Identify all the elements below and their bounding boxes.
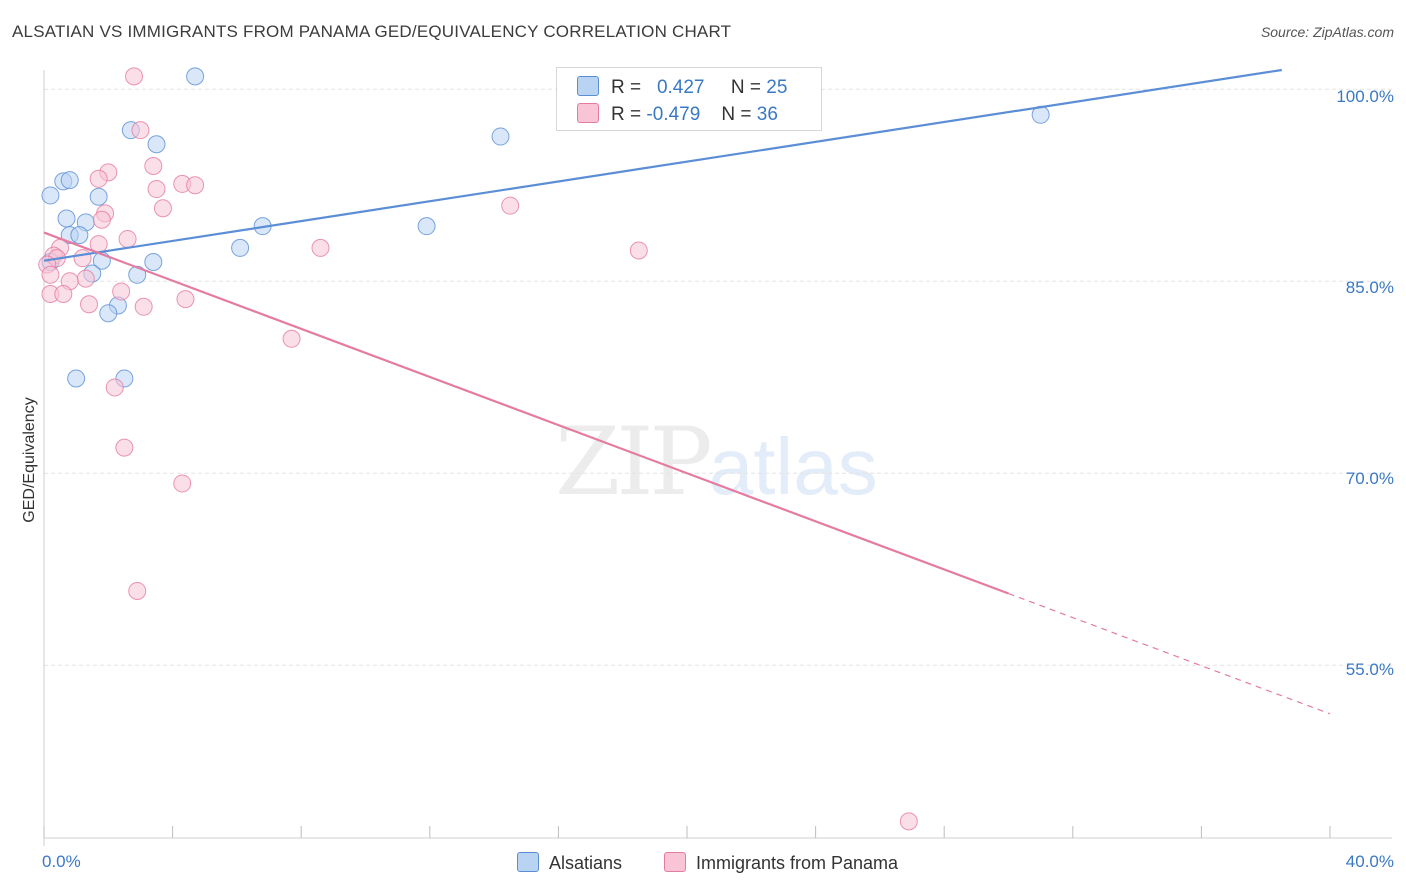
source-credit: Source: ZipAtlas.com <box>1260 24 1394 40</box>
panama-point-32 <box>115 438 134 457</box>
bottom-legend-swatch-blue <box>517 852 539 872</box>
panama-trend-line <box>43 231 1009 595</box>
x-tick-label-min: 0.0% <box>42 852 81 871</box>
panama-point-6 <box>186 176 205 195</box>
panama-point-35 <box>899 812 918 831</box>
legend-n-value: 25 <box>766 77 788 98</box>
alsatians-trend-line <box>43 68 1282 262</box>
bottom-legend-label: Alsatians <box>549 853 623 873</box>
legend-n-label: N = <box>721 104 752 125</box>
legend-n-value: 36 <box>756 104 778 125</box>
legend-r-label: R = <box>611 104 642 125</box>
bottom-legend-panama: Immigrants from Panama <box>664 852 898 874</box>
panama-point-17 <box>73 249 92 268</box>
bottom-legend-alsatians: Alsatians <box>517 852 622 874</box>
legend-row-panama: R = -0.479 N = 36 <box>577 103 778 127</box>
legend-swatch-pink <box>577 103 599 123</box>
panama-point-28 <box>134 297 153 316</box>
panama-point-22 <box>76 269 95 288</box>
legend-row-alsatians: R = 0.427 N = 25 <box>577 76 787 100</box>
x-tick-label-max: 40.0% <box>1345 852 1394 871</box>
alsatians-point-18 <box>231 238 250 257</box>
panama-point-9 <box>501 196 520 215</box>
panama-point-1 <box>131 121 150 140</box>
stats-legend: R = 0.427 N = 25 R = -0.479 N = 36 <box>556 67 822 131</box>
bottom-legend-swatch-pink <box>664 852 686 872</box>
legend-r-label: R = <box>611 77 642 98</box>
legend-r-value: -0.479 <box>646 104 701 125</box>
panama-point-4 <box>89 169 108 188</box>
y-tick-label-70: 70.0% <box>1345 469 1394 488</box>
legend-n-label: N = <box>730 77 762 98</box>
panama-point-26 <box>54 285 73 303</box>
panama-point-21 <box>41 265 60 284</box>
alsatians-point-9 <box>57 209 76 228</box>
legend-swatch-blue <box>577 76 599 96</box>
alsatians-point-17 <box>144 253 163 271</box>
panama-point-8 <box>153 199 172 218</box>
panama-point-30 <box>282 329 301 348</box>
alsatians-point-23 <box>67 369 86 388</box>
y-tick-label-100: 100.0% <box>1336 87 1394 106</box>
bottom-legend-label: Immigrants from Panama <box>696 853 899 873</box>
panama-point-31 <box>105 378 124 397</box>
panama-point-2 <box>144 157 163 175</box>
alsatians-point-14 <box>417 217 436 236</box>
panama-point-0 <box>125 67 144 86</box>
alsatians-point-7 <box>41 186 60 205</box>
y-axis-label: GED/Equivalency <box>21 397 38 523</box>
panama-point-33 <box>173 474 192 493</box>
alsatians-point-12 <box>70 226 89 245</box>
panama-point-11 <box>92 210 111 229</box>
chart-title: ALSATIAN VS IMMIGRANTS FROM PANAMA GED/E… <box>12 22 732 41</box>
panama-point-24 <box>112 282 131 301</box>
alsatians-point-6 <box>60 171 79 190</box>
panama-point-29 <box>80 295 99 314</box>
panama-point-27 <box>176 290 195 309</box>
alsatians-point-0 <box>186 67 205 86</box>
panama-point-19 <box>629 241 648 260</box>
alsatians-point-22 <box>99 304 118 323</box>
y-tick-label-55: 55.0% <box>1345 660 1394 679</box>
panama-point-34 <box>128 581 147 600</box>
alsatians-point-3 <box>491 127 510 146</box>
alsatians-point-2 <box>147 135 166 154</box>
legend-r-value: 0.427 <box>656 77 705 98</box>
panama-point-12 <box>118 229 137 248</box>
panama-trend-extension <box>1008 592 1331 715</box>
alsatians-point-8 <box>89 187 108 206</box>
panama-point-7 <box>147 180 166 199</box>
panama-point-18 <box>311 238 330 257</box>
y-tick-label-85: 85.0% <box>1345 278 1394 297</box>
